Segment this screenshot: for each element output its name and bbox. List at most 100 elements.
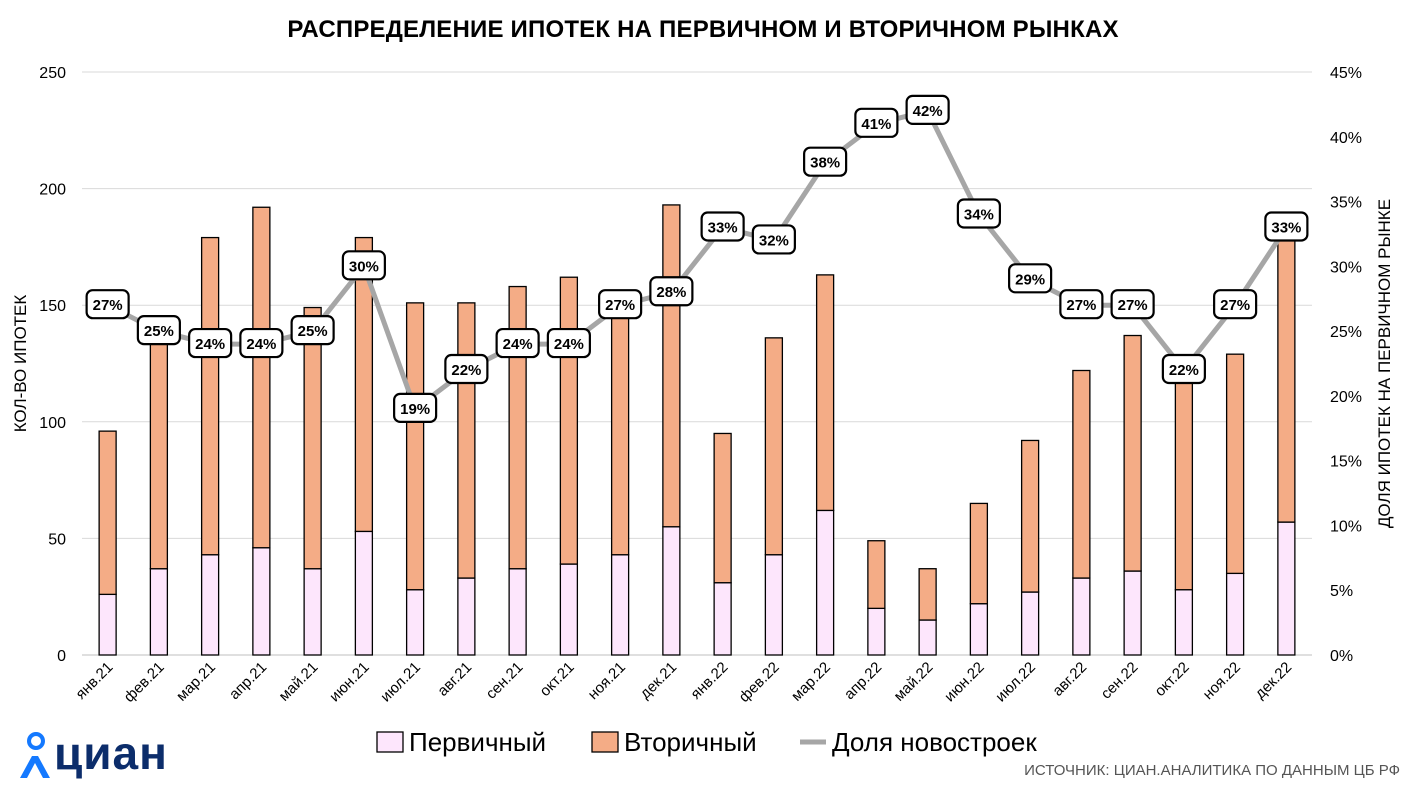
data-label: 27% [1118, 297, 1148, 314]
bar-primary [1227, 573, 1244, 655]
share-line [108, 111, 1287, 409]
bar-primary [560, 564, 577, 655]
bar-primary [1022, 592, 1039, 655]
x-tick-label: апр.22 [841, 659, 885, 703]
y2-tick-label: 0% [1330, 648, 1353, 665]
bar-primary [355, 531, 372, 655]
y2-tick-label: 35% [1330, 195, 1362, 212]
bar-secondary [1124, 336, 1141, 572]
y2-axis-label: ДОЛЯ ИПОТЕК НА ПЕРВИЧНОМ РЫНКЕ [1375, 199, 1394, 528]
data-label: 24% [554, 336, 584, 353]
legend-swatch-primary [377, 732, 403, 752]
x-tick-label: апр.21 [226, 659, 270, 703]
data-label: 22% [1169, 362, 1199, 379]
bar-primary [407, 590, 424, 655]
bar-primary [202, 555, 219, 655]
y2-tick-label: 15% [1330, 454, 1362, 471]
legend-label-line: Доля новостроек [832, 727, 1037, 757]
bar-secondary [150, 340, 167, 569]
bar-secondary [202, 238, 219, 555]
data-label: 28% [656, 284, 686, 301]
data-label: 25% [144, 323, 174, 340]
y2-tick-label: 10% [1330, 518, 1362, 535]
data-label: 32% [759, 232, 789, 249]
cian-logo: циан [16, 730, 166, 784]
data-label: 27% [1066, 297, 1096, 314]
y-tick-label: 150 [39, 298, 66, 315]
bar-primary [817, 510, 834, 655]
bar-secondary [304, 308, 321, 569]
data-label: 22% [451, 362, 481, 379]
data-label: 42% [913, 103, 943, 120]
bar-primary [1278, 522, 1295, 655]
x-tick-label: июн.22 [941, 659, 988, 706]
data-label: 33% [1271, 219, 1301, 236]
bar-secondary [99, 431, 116, 594]
x-tick-label: май.21 [276, 659, 322, 705]
legend-swatch-secondary [592, 732, 618, 752]
x-tick-label: авг.22 [1049, 659, 1090, 700]
bar-primary [1073, 578, 1090, 655]
bar-secondary [919, 569, 936, 620]
bar-primary [919, 620, 936, 655]
bar-primary [970, 604, 987, 655]
source-note: ИСТОЧНИК: ЦИАН.АНАЛИТИКА ПО ДАННЫМ ЦБ РФ [1024, 762, 1400, 779]
bar-primary [150, 569, 167, 655]
data-label: 24% [246, 336, 276, 353]
bar-secondary [458, 303, 475, 578]
bar-secondary [817, 275, 834, 511]
bar-primary [1175, 590, 1192, 655]
data-label: 30% [349, 258, 379, 275]
y2-tick-label: 30% [1330, 259, 1362, 276]
y2-tick-label: 20% [1330, 389, 1362, 406]
x-tick-label: дек.21 [637, 659, 680, 702]
data-label: 33% [708, 219, 738, 236]
cian-logo-mark-icon [16, 730, 56, 784]
x-tick-label: июл.21 [377, 659, 424, 706]
bar-secondary [1073, 370, 1090, 578]
data-label: 25% [298, 323, 328, 340]
x-tick-label: окт.22 [1152, 659, 1193, 700]
chart: РАСПРЕДЕЛЕНИЕ ИПОТЕК НА ПЕРВИЧНОМ И ВТОР… [0, 0, 1406, 789]
bar-primary [1124, 571, 1141, 655]
y-axis-label: КОЛ-ВО ИПОТЕК [11, 295, 30, 433]
y-tick-label: 200 [39, 182, 66, 199]
bar-primary [868, 608, 885, 655]
y-tick-label: 250 [39, 65, 66, 82]
data-label: 24% [503, 336, 533, 353]
x-tick-label: мар.22 [788, 659, 834, 705]
x-tick-label: ноя.21 [585, 659, 629, 703]
y-tick-label: 0 [57, 648, 66, 665]
x-tick-label: фев.22 [736, 659, 783, 706]
y-tick-label: 100 [39, 415, 66, 432]
data-label: 19% [400, 401, 430, 418]
bar-secondary [663, 205, 680, 527]
x-tick-label: июн.21 [326, 659, 373, 706]
bar-secondary [868, 541, 885, 609]
data-label: 27% [93, 297, 123, 314]
x-tick-label: мар.21 [173, 659, 219, 705]
x-tick-label: июл.22 [992, 659, 1039, 706]
bar-secondary [1022, 440, 1039, 592]
x-tick-label: фев.21 [121, 659, 168, 706]
bar-primary [253, 548, 270, 655]
x-tick-label: авг.21 [434, 659, 475, 700]
bar-primary [509, 569, 526, 655]
bar-secondary [560, 277, 577, 564]
data-label: 29% [1015, 271, 1045, 288]
bar-secondary [407, 303, 424, 590]
bar-primary [304, 569, 321, 655]
bar-secondary [612, 296, 629, 555]
bar-primary [99, 594, 116, 655]
bar-primary [765, 555, 782, 655]
data-label: 27% [605, 297, 635, 314]
legend-label-secondary: Вторичный [624, 727, 757, 757]
chart-svg: 0501001502002500%5%10%15%20%25%30%35%40%… [0, 0, 1406, 789]
data-label: 24% [195, 336, 225, 353]
bar-primary [714, 583, 731, 655]
y2-tick-label: 25% [1330, 324, 1362, 341]
bar-secondary [714, 433, 731, 582]
data-label: 27% [1220, 297, 1250, 314]
data-label: 41% [861, 116, 891, 133]
logo-text: циан [54, 726, 168, 780]
